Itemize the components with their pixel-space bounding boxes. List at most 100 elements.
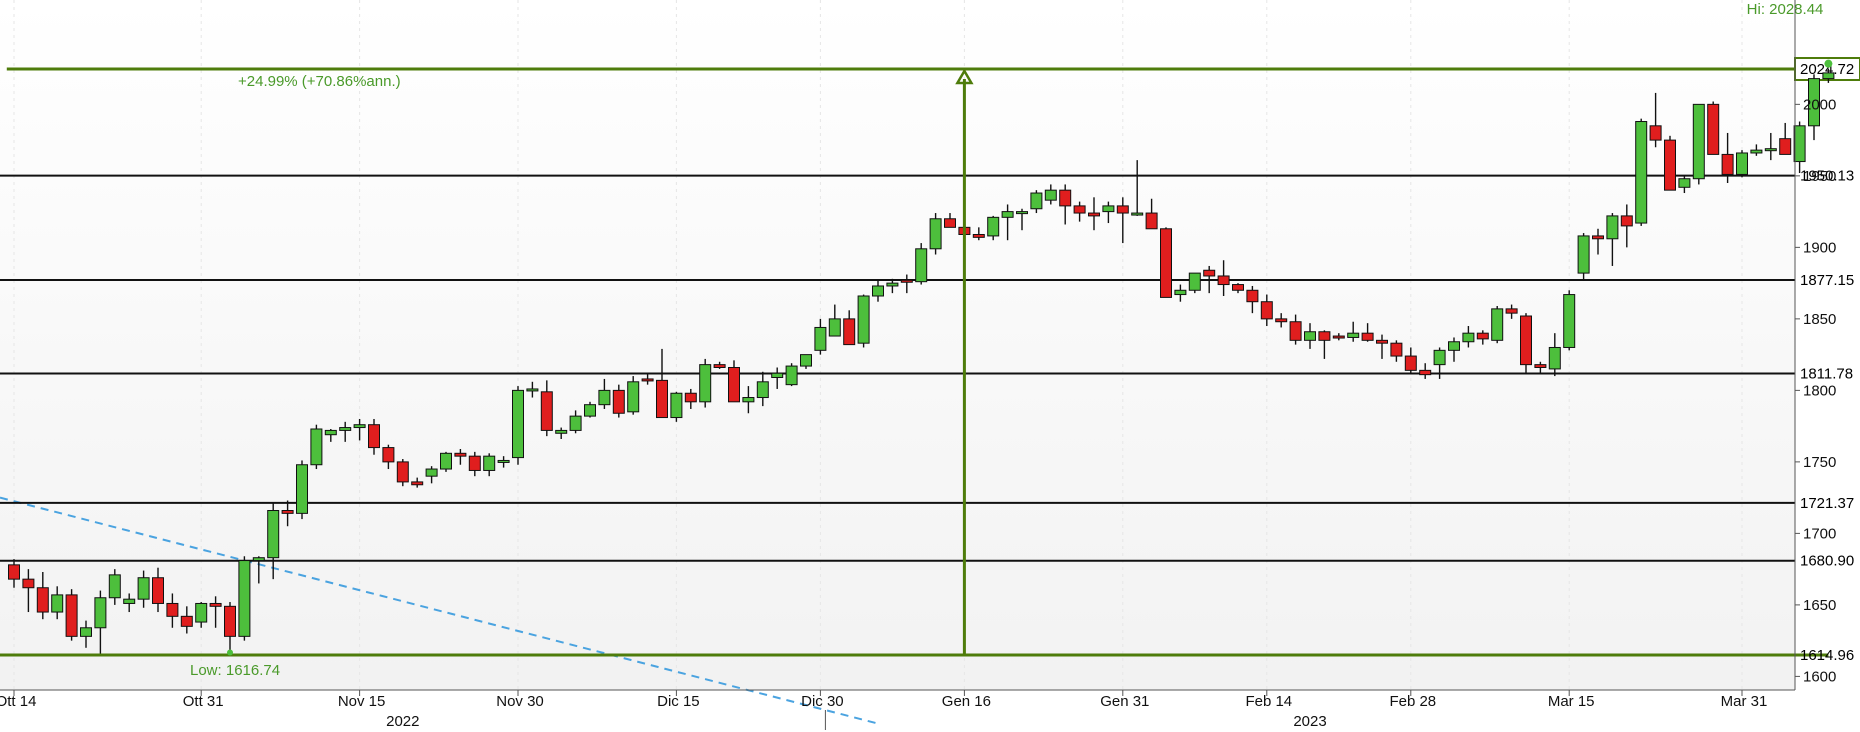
candle-up [51, 594, 64, 613]
candle-up [598, 389, 611, 406]
candle-up [857, 295, 870, 344]
candle-up [1577, 235, 1590, 274]
candle-up [555, 429, 568, 434]
candle-up [627, 381, 640, 413]
candle-up [670, 392, 683, 419]
x-tick-label: Feb 14 [1245, 693, 1292, 710]
candle-up [987, 216, 1000, 237]
y-tick-label: 1600 [1803, 668, 1836, 685]
candle-up [497, 459, 510, 463]
candle-down [454, 452, 467, 457]
x-tick-label: Mar 15 [1548, 693, 1595, 710]
candle-down [1073, 205, 1086, 214]
candle-down [1217, 275, 1230, 286]
level-label: 1811.78 [1800, 366, 1853, 383]
candle-up [915, 248, 928, 283]
candle-up [339, 427, 352, 431]
candle-up [425, 468, 438, 477]
candle-down [166, 602, 179, 617]
candle-up [483, 455, 496, 471]
candle-down [1649, 125, 1662, 141]
candle-down [1476, 332, 1489, 340]
candle-down [1289, 321, 1302, 341]
candle-up [1548, 346, 1561, 370]
candle-down [1260, 301, 1273, 320]
y-tick-label: 1750 [1803, 454, 1836, 471]
candle-down [1390, 342, 1403, 357]
candle-down [728, 366, 740, 403]
candle-up [1030, 192, 1043, 210]
candle-up [1678, 178, 1691, 188]
x-tick-label: Mar 31 [1721, 693, 1768, 710]
candle-down [1721, 153, 1734, 175]
candle-down [1534, 364, 1547, 368]
candle-down [1145, 212, 1158, 230]
level-label: 1950.13 [1800, 168, 1854, 185]
candle-down [1592, 235, 1604, 240]
candle-up [195, 602, 208, 623]
trendline [0, 496, 879, 725]
candle-up [94, 597, 107, 629]
candle-down [1376, 339, 1388, 344]
range-arrow-head [955, 68, 974, 85]
candle-down [1246, 289, 1259, 303]
candle-up [800, 354, 812, 367]
x-tick-label: Nov 15 [338, 693, 386, 710]
candle-up [353, 424, 366, 429]
candle-up [1563, 294, 1576, 348]
candle-up [1692, 103, 1705, 180]
candle-down [1779, 138, 1792, 155]
level-label: 1680.90 [1800, 553, 1854, 570]
candle-up [108, 574, 121, 599]
x-tick-label: Dic 15 [657, 693, 700, 710]
high-marker [1824, 59, 1833, 68]
x-tick-label: Ott 31 [183, 693, 224, 710]
candle-down [180, 615, 193, 627]
candle-up [1016, 211, 1028, 215]
candle-up [699, 364, 712, 403]
y-tick-label: 2000 [1803, 96, 1836, 113]
candle-down [944, 218, 956, 228]
candle-up [828, 318, 841, 337]
candle-down [684, 392, 697, 403]
year-label: 2023 [1293, 713, 1326, 730]
level-label: 1614.96 [1800, 647, 1854, 664]
y-tick-label: 1800 [1803, 382, 1836, 399]
candle-down [1318, 331, 1331, 341]
candle-up [310, 428, 323, 466]
candle-down [1088, 212, 1100, 217]
year-label: 2022 [386, 713, 419, 730]
candle-up [742, 397, 755, 403]
candle-down [641, 378, 654, 382]
y-tick-label: 1900 [1803, 239, 1836, 256]
candle-down [1520, 315, 1532, 366]
candle-down [8, 564, 20, 580]
level-label: 1877.15 [1800, 272, 1854, 289]
low-label: Low: 1616.74 [190, 662, 280, 679]
candle-down [843, 318, 856, 346]
y-tick-label: 1650 [1803, 597, 1836, 614]
high-label: Hi: 2028.44 [1747, 1, 1824, 18]
candle-down [1332, 335, 1345, 339]
y-axis: 1600 1650 1700 1750 1800 1850 1900 1950 2000 [1794, 0, 1836, 690]
low-marker [227, 649, 233, 656]
candle-down [1707, 103, 1720, 155]
candle-up [814, 326, 827, 351]
level-label: 1721.37 [1800, 495, 1854, 512]
candle-up [137, 577, 150, 600]
candle-up [512, 389, 524, 459]
candle-up [440, 452, 452, 470]
candle-down [1361, 332, 1374, 341]
y-tick-label: 1700 [1803, 525, 1836, 542]
candle-up [584, 404, 596, 417]
candle-up [1822, 72, 1835, 80]
candle-up [1174, 289, 1187, 296]
candle-up [569, 415, 582, 431]
x-tick-label: Gen 31 [1100, 693, 1149, 710]
x-tick-label: Ott 14 [0, 693, 36, 710]
candle-down [396, 461, 409, 483]
x-tick-label: Nov 30 [496, 693, 544, 710]
candle-down [972, 233, 985, 238]
candle-down [1404, 355, 1417, 371]
